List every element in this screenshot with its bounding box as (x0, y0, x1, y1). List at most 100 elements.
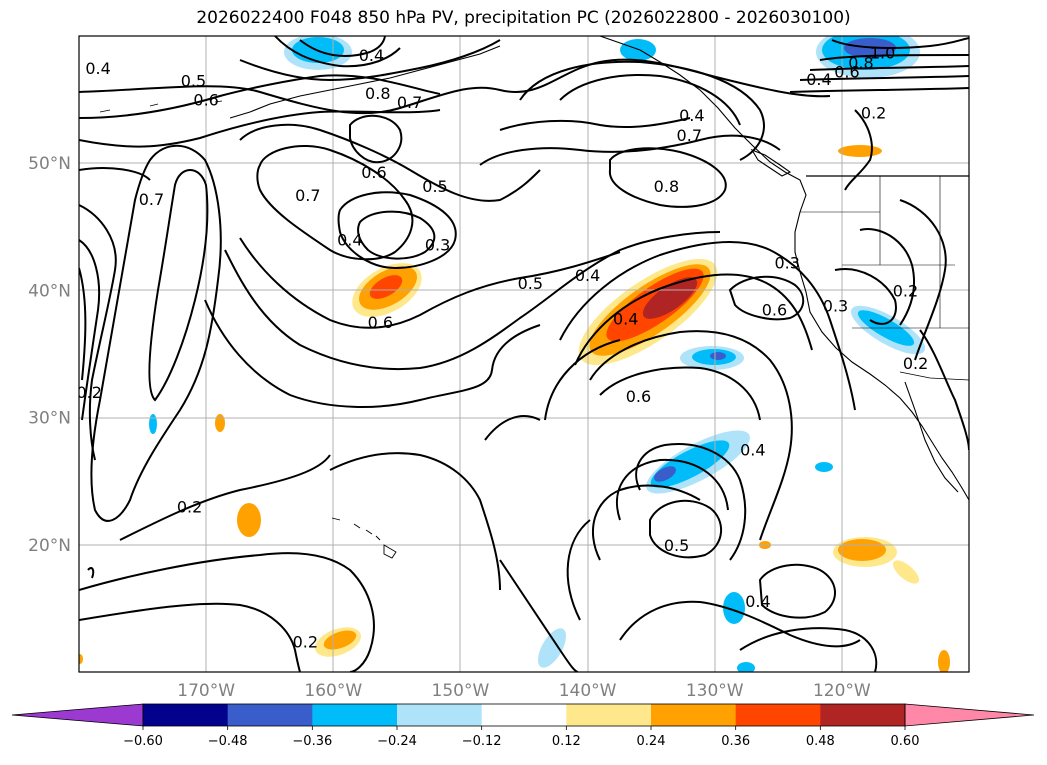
precip-blob-positive (369, 275, 403, 299)
pv-contour (739, 627, 878, 672)
pv-contour (224, 231, 721, 371)
pv-contour (337, 191, 457, 270)
colorbar-tick-label: −0.12 (462, 734, 502, 749)
contour-label: 0.7 (397, 93, 422, 112)
pv-contour (79, 58, 831, 115)
pv-contour (79, 552, 375, 672)
latitude-labels: 20°N 30°N 40°N 50°N (28, 154, 71, 556)
lat-tick-label: 20°N (28, 536, 71, 556)
map-frame (78, 35, 970, 673)
pv-contour (574, 273, 813, 366)
contour-label: 0.4 (806, 70, 831, 89)
contour-label: 0.5 (664, 536, 689, 555)
pv-contour (87, 567, 95, 579)
contour-label: 0.4 (359, 46, 384, 65)
colorbar-tick-label: 0.24 (637, 734, 666, 749)
lon-tick-label: 140°W (559, 681, 617, 701)
pv-contour (256, 144, 414, 261)
colorbar-swatch (735, 704, 821, 726)
colorbar-swatch (312, 704, 398, 726)
precip-blob-positive (938, 650, 950, 672)
contour-label: 0.4 (745, 592, 770, 611)
precip-blob-negative (737, 662, 755, 672)
contour-label: 0.6 (368, 313, 393, 332)
plot-title: 2026022400 F048 850 hPa PV, precipitatio… (196, 8, 851, 28)
precip-blob-positive (79, 654, 83, 664)
aleutian-islands (99, 100, 223, 113)
precip-blob-positive (892, 560, 920, 584)
contour-label: 0.6 (626, 387, 651, 406)
pv-contour (79, 204, 117, 461)
precip-blob-negative (815, 462, 833, 472)
precip-blob-negative (620, 39, 656, 61)
contour-label: 0.8 (365, 84, 390, 103)
pv-contour (831, 37, 969, 49)
pv-contour (357, 210, 436, 260)
colorbar-swatch (481, 704, 567, 726)
colorbar-swatch (397, 704, 483, 726)
map-area: 0.40.50.60.40.8 0.70.7 0.70.60.50.4 0.30.60… (79, 36, 969, 672)
contour-label: 0.6 (193, 91, 218, 110)
contour-label: 0.4 (575, 266, 600, 285)
pv-contour (148, 169, 209, 402)
contour-label: 0.8 (848, 54, 873, 73)
pv-contour (728, 275, 805, 321)
pv-contour (519, 60, 765, 161)
pv-contour (899, 199, 947, 361)
precip-blob-positive (323, 630, 357, 650)
contour-label: 0.7 (295, 186, 320, 205)
colorbar-swatch (820, 704, 906, 726)
colorbar-tick-label: −0.24 (377, 734, 417, 749)
vancouver-island (750, 148, 792, 177)
colorbar-outline (142, 703, 906, 727)
contour-label: 0.3 (774, 253, 799, 272)
pv-contour (599, 366, 761, 421)
precip-blob-negative (710, 352, 726, 360)
pv-contour (90, 144, 222, 522)
pv-contour (119, 454, 331, 541)
contour-label: 0.7 (677, 126, 702, 145)
precip-shading (79, 36, 950, 672)
contour-label: 1.0 (870, 44, 895, 63)
contour-label: 0.4 (85, 59, 110, 78)
pv-contour (591, 484, 701, 561)
lon-tick-label: 150°W (432, 681, 490, 701)
pv-contour (649, 499, 723, 559)
lat-tick-label: 40°N (28, 281, 71, 301)
pv-contour (79, 74, 441, 119)
precip-blob-negative (654, 466, 676, 482)
pv-contour (79, 109, 441, 148)
pv-contour (834, 268, 897, 325)
pv-contour (809, 65, 969, 71)
colorbar-extend-low (11, 703, 144, 727)
colorbar-swatch (143, 704, 229, 726)
precip-blob-positive (838, 145, 882, 157)
pv-contour (559, 74, 741, 126)
colorbar-tick-label: 0.36 (721, 734, 750, 749)
pv-contour (479, 134, 781, 166)
pv-contour (299, 36, 386, 57)
pv-contour (789, 87, 969, 93)
contour-label: 0.4 (679, 106, 704, 125)
colorbar-tick-label: −0.48 (208, 734, 248, 749)
gridlines (79, 36, 969, 672)
pv-contour (635, 443, 747, 561)
contour-label: 0.6 (361, 163, 386, 182)
contour-label: 0.5 (422, 177, 447, 196)
pv-contour (79, 239, 101, 421)
colorbar-extend-high (904, 703, 1035, 727)
contour-label: 0.5 (181, 72, 206, 91)
colorbar-swatch (651, 704, 737, 726)
precip-blob-positive (642, 277, 698, 319)
pv-contour (239, 123, 541, 202)
pv-contour (274, 36, 401, 68)
pv-contour (566, 519, 591, 621)
precip-blob-negative (538, 628, 566, 668)
hawaii-islands (331, 517, 397, 559)
state-borders (800, 176, 969, 329)
pv-contour (559, 241, 856, 411)
pv-contour (544, 339, 621, 421)
us-mexico-border (899, 371, 969, 381)
contour-label: 0.4 (337, 231, 362, 250)
